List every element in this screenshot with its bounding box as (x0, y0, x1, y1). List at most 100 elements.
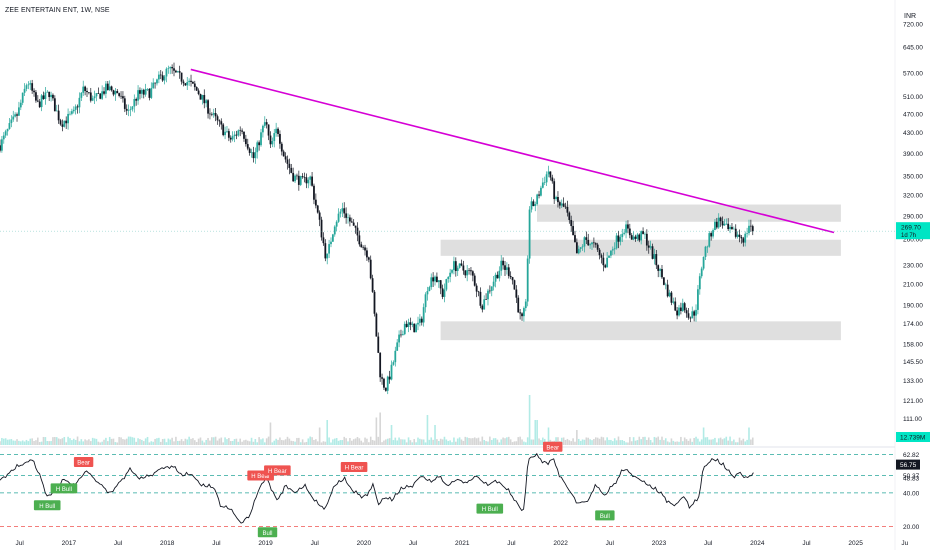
volume-bar (725, 436, 728, 445)
candle-body (719, 217, 722, 222)
volume-bar (538, 438, 540, 445)
price-tick-label: 390.00 (903, 151, 923, 158)
candle-body (362, 247, 365, 248)
volume-bar (57, 438, 60, 445)
candle-body (227, 131, 230, 138)
candle-body (632, 236, 635, 240)
candle-body (672, 301, 675, 303)
volume-bar (644, 436, 646, 445)
candle-body (192, 81, 194, 84)
price-tick-label: 430.00 (903, 130, 923, 137)
candle-body (666, 284, 669, 297)
volume-bar (315, 439, 317, 445)
volume-bar (263, 442, 266, 445)
candle-body (594, 243, 597, 245)
candle-body (691, 311, 694, 319)
candle-body (513, 280, 516, 290)
candle-body (547, 171, 550, 175)
candle-body (311, 176, 313, 186)
candle-body (445, 279, 448, 290)
volume-tag (896, 432, 930, 442)
candle-body (504, 265, 506, 270)
volume-bar (596, 437, 599, 445)
candle-body (33, 90, 35, 93)
volume-bar (485, 441, 487, 445)
candle-body (371, 278, 374, 292)
volume-bar (511, 442, 514, 445)
candle-body (280, 143, 283, 152)
volume-bar (479, 441, 482, 445)
volume-bar (619, 440, 622, 445)
volume-bar (634, 440, 637, 445)
volume-bar (63, 436, 66, 445)
volume-bar (299, 442, 302, 445)
volume-bar (750, 439, 752, 445)
volume-bar (434, 425, 436, 445)
candle-body (118, 93, 121, 96)
volume-bar (396, 440, 398, 445)
candle-body (87, 92, 90, 93)
candle-body (598, 249, 601, 256)
candle-body (373, 291, 376, 314)
volume-bar (171, 437, 173, 445)
rsi-last-label: 56.75 (900, 462, 917, 469)
candle-body (375, 313, 378, 337)
sr-zone-1 (537, 204, 841, 222)
candle-body (683, 303, 686, 311)
candle-body (566, 206, 569, 213)
volume-bar (281, 439, 283, 445)
volume-bar (593, 438, 595, 445)
candle-body (74, 106, 77, 110)
volume-bar (640, 439, 642, 445)
volume-bar (638, 436, 641, 445)
volume-bar (716, 442, 718, 445)
volume-bar (386, 438, 389, 445)
candle-body (685, 310, 688, 314)
volume-bar (214, 436, 217, 445)
candle-body (80, 92, 83, 98)
volume-bar (447, 441, 450, 445)
candle-body (422, 307, 425, 323)
volume-bar (530, 439, 533, 445)
volume-bar (504, 438, 506, 445)
volume-bar (190, 438, 192, 445)
volume-bar (241, 441, 243, 445)
candle-body (451, 270, 453, 273)
volume-bar (466, 437, 468, 445)
volume-bar (91, 437, 94, 445)
volume-bar (256, 442, 259, 445)
volume-bar (59, 439, 62, 445)
price-tick-label: 320.00 (903, 193, 923, 200)
volume-bar (1, 437, 3, 445)
candle-body (239, 130, 242, 131)
volume-bar (29, 438, 32, 445)
volume-bar (576, 430, 578, 445)
volume-bar (428, 439, 431, 445)
volume-bar (229, 441, 232, 445)
volume-bar (666, 441, 669, 445)
candle-body (687, 313, 690, 318)
candle-body (585, 237, 588, 240)
candle-body (337, 213, 340, 222)
candle-body (383, 378, 385, 388)
volume-bar (606, 437, 608, 445)
divergence-label-bg (33, 500, 61, 511)
candle-body (282, 151, 285, 157)
candle-body (101, 91, 104, 99)
candle-body (201, 95, 204, 100)
candle-body (140, 89, 143, 94)
candle-body (471, 271, 474, 276)
candle-body (112, 90, 115, 95)
candle-body (485, 299, 487, 300)
price-tick-label: 350.00 (903, 174, 923, 181)
volume-bar (354, 438, 357, 445)
candle-body (35, 92, 37, 101)
candle-body (496, 274, 499, 279)
candle-body (146, 88, 149, 90)
candle-body (31, 83, 34, 91)
volume-bar (146, 436, 149, 445)
candle-body (434, 276, 436, 282)
candle-body (742, 238, 745, 243)
